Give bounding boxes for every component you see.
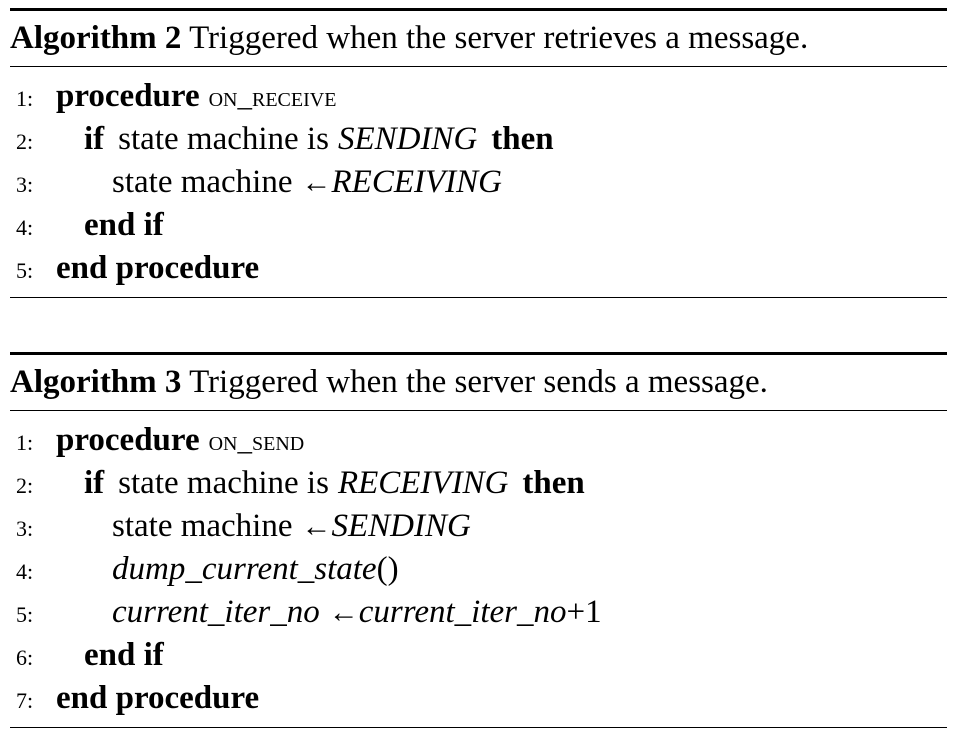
algorithm-line: 1: procedure on_send [10, 419, 947, 462]
line-number: 1: [16, 430, 34, 455]
line-number: 5: [16, 258, 34, 283]
keyword: then [522, 465, 585, 501]
line-number: 4: [16, 559, 34, 584]
keyword: if [84, 121, 105, 157]
assign-arrow: ← [328, 596, 359, 629]
function-parens: () [376, 551, 399, 587]
line-number: 5: [16, 602, 34, 627]
algorithm-line: 6: end if [10, 634, 947, 677]
algorithm-line: 2: if state machine is SENDING then [10, 118, 947, 161]
assign-arrow: ← [301, 166, 332, 199]
algorithm-caption: Algorithm 2 Triggered when the server re… [10, 11, 947, 66]
line-number: 6: [16, 645, 34, 670]
statement-text: state machine [112, 508, 293, 544]
state-name: RECEIVING [331, 164, 502, 200]
state-name: RECEIVING [337, 465, 509, 501]
keyword: if [84, 465, 105, 501]
statement-text: state machine is [118, 465, 329, 501]
assign-arrow: ← [301, 510, 332, 543]
algorithm-3-block: Algorithm 3 Triggered when the server se… [10, 352, 947, 728]
algorithm-label: Algorithm 2 [10, 20, 182, 56]
algorithm-line: 4: dump_current_state() [10, 548, 947, 591]
procedure-name: on_send [208, 425, 305, 457]
variable-name: current_iter_no [112, 594, 320, 630]
algorithm-line: 2: if state machine is RECEIVING then [10, 462, 947, 505]
caption-text: Triggered when the server retrieves a me… [189, 20, 809, 56]
mid-rule [10, 410, 947, 411]
line-number: 3: [16, 172, 34, 197]
procedure-name: on_receive [208, 81, 337, 113]
line-number: 2: [16, 129, 34, 154]
mid-rule [10, 66, 947, 67]
algorithm-body: 1: procedure on_send 2: if state machine is R… [10, 411, 947, 727]
state-name: SENDING [337, 121, 478, 157]
algorithm-line: 3: state machine ←SENDING [10, 505, 947, 548]
algorithm-2-block: Algorithm 2 Triggered when the server re… [10, 8, 947, 298]
algorithm-line: 5: end procedure [10, 247, 947, 290]
top-rule [10, 352, 947, 355]
algorithm-body: 1: procedure on_receive 2: if state machine … [10, 67, 947, 297]
line-number: 7: [16, 688, 34, 713]
line-number: 1: [16, 86, 34, 111]
keyword: then [491, 121, 554, 157]
increment-expression: +1 [566, 594, 602, 630]
algorithm-line: 1: procedure on_receive [10, 75, 947, 118]
variable-name: current_iter_no [358, 594, 567, 630]
line-number: 3: [16, 516, 34, 541]
algorithm-label: Algorithm 3 [10, 364, 182, 400]
caption-text: Triggered when the server sends a messag… [189, 364, 768, 400]
function-name: dump_current_state [112, 551, 377, 587]
statement-text: state machine [112, 164, 293, 200]
algorithm-caption: Algorithm 3 Triggered when the server se… [10, 355, 947, 410]
statement-text: state machine is [118, 121, 329, 157]
keyword: procedure [56, 78, 200, 114]
keyword: procedure [56, 422, 200, 458]
algorithm-line: 4: end if [10, 204, 947, 247]
line-number: 2: [16, 473, 34, 498]
bottom-rule [10, 297, 947, 298]
top-rule [10, 8, 947, 11]
state-name: SENDING [331, 508, 471, 544]
line-number: 4: [16, 215, 34, 240]
bottom-rule [10, 727, 947, 728]
algorithm-line: 7: end procedure [10, 677, 947, 720]
algorithm-line: 5: current_iter_no ←current_iter_no+1 [10, 591, 947, 634]
keyword: end procedure [56, 680, 260, 716]
keyword: end if [84, 207, 164, 243]
keyword: end if [84, 637, 164, 673]
algorithm-line: 3: state machine ←RECEIVING [10, 161, 947, 204]
keyword: end procedure [56, 250, 260, 286]
